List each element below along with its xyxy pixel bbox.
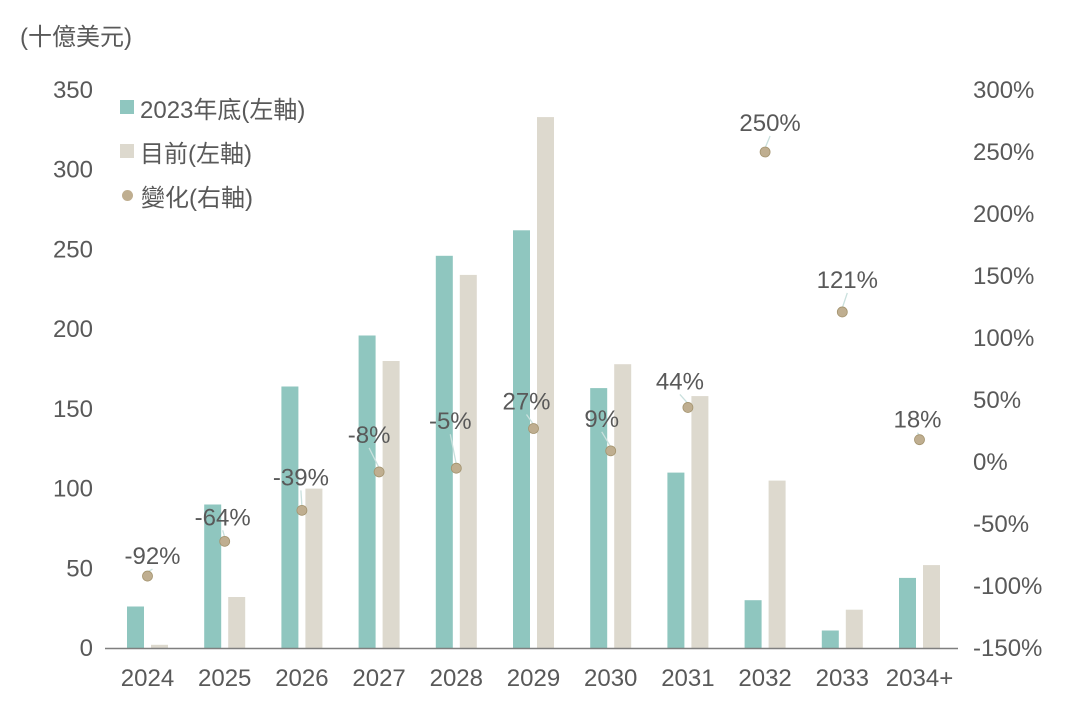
axis-unit-label: (十億美元): [20, 24, 132, 51]
right-axis-tick: 100%: [973, 325, 1034, 352]
change-dot-2031: [682, 402, 694, 413]
change-label-2027: -8%: [348, 422, 391, 449]
bar-current-2024: [151, 644, 168, 648]
right-axis-tick: 200%: [973, 201, 1034, 228]
legend-item-2023: 2023年底(左軸): [120, 92, 306, 124]
bar-current-2027: [382, 361, 400, 648]
x-axis-label: 2025: [198, 665, 251, 692]
left-axis-tick: 250: [53, 236, 93, 263]
change-dot-2024: [142, 570, 153, 582]
right-axis-tick: -100%: [973, 573, 1042, 600]
change-label-2025: -64%: [195, 504, 251, 531]
bar-current-2032: [768, 480, 786, 648]
left-axis-tick: 300: [53, 157, 93, 184]
x-axis-label: 2030: [584, 665, 637, 692]
bar-2023-2026: [281, 386, 299, 648]
bar-current-2026: [305, 488, 323, 648]
left-axis-tick: 350: [53, 77, 93, 104]
leader-line-2031: [679, 394, 689, 404]
x-axis-label: 2032: [738, 665, 791, 692]
bar-2023-2027: [358, 335, 376, 648]
bar-2023-2024: [127, 606, 144, 648]
leader-line-2033: [841, 292, 848, 309]
change-dot-2025: [219, 535, 231, 547]
legend-item-change: 變化(右軸): [120, 180, 305, 212]
leader-line-2032: [764, 135, 771, 149]
x-axis-label: 2027: [352, 665, 405, 692]
change-label-2032: 250%: [739, 110, 800, 137]
change-dot-2034+: [914, 434, 925, 446]
chart-legend: 2023年底(左軸) 目前(左軸) 變化(右軸): [120, 92, 305, 224]
left-axis-tick: 50: [66, 555, 93, 582]
bar-2023-2034+: [899, 577, 916, 648]
bar-current-2031: [691, 396, 709, 648]
legend-item-current: 目前(左軸): [120, 136, 305, 168]
change-dot-2029: [528, 423, 539, 434]
bar-2023-2030: [590, 388, 608, 648]
bar-current-2028: [459, 274, 477, 648]
x-axis-label: 2024: [121, 665, 174, 692]
change-label-2033: 121%: [817, 267, 878, 294]
leader-line-2028: [449, 434, 457, 465]
leader-line-2029: [525, 414, 535, 425]
right-axis-tick: 50%: [973, 387, 1021, 414]
bar-2023-2031: [667, 472, 685, 648]
bar-current-2034+: [923, 565, 940, 648]
x-axis-label: 2033: [816, 665, 869, 692]
x-axis-label: 2026: [275, 665, 328, 692]
bar-current-2025: [228, 597, 246, 648]
left-axis-tick: 200: [53, 316, 93, 343]
change-dot-2026: [296, 504, 308, 516]
bar-current-2033: [845, 609, 863, 648]
change-label-2026: -39%: [273, 464, 329, 491]
right-axis-tick: -150%: [973, 635, 1042, 662]
bar-2023-2033: [821, 630, 839, 648]
change-dot-2033: [836, 306, 848, 318]
x-axis-label: 2031: [661, 665, 714, 692]
change-label-2028: -5%: [429, 408, 472, 435]
right-axis-tick: 0%: [973, 449, 1008, 476]
bar-2023-2025: [204, 504, 222, 648]
x-axis-label: 2029: [507, 665, 560, 692]
change-label-2030: 9%: [584, 406, 619, 433]
bar-2023-2028: [435, 255, 453, 649]
change-dot-2028: [450, 462, 462, 474]
right-axis-tick: -50%: [973, 511, 1029, 538]
left-axis-tick: 100: [53, 476, 93, 503]
change-label-2024: -92%: [124, 543, 180, 570]
legend-swatch-change-icon: [122, 189, 133, 201]
leader-line-2030: [601, 431, 612, 448]
change-label-2034+: 18%: [893, 407, 941, 434]
bar-current-2030: [614, 364, 632, 648]
legend-label-current: 目前(左軸): [140, 140, 252, 168]
x-axis-label: 2034+: [886, 665, 953, 692]
leader-line-2027: [368, 447, 380, 469]
right-axis-tick: 150%: [973, 263, 1034, 290]
legend-label-change: 變化(右軸): [141, 184, 253, 212]
left-axis-tick: 150: [53, 396, 93, 423]
change-dot-2032: [759, 146, 771, 158]
legend-swatch-current-icon: [120, 144, 134, 158]
right-axis-tick: 300%: [973, 77, 1034, 104]
right-axis-tick: 250%: [973, 139, 1034, 166]
change-dot-2027: [373, 466, 385, 478]
bar-current-2029: [537, 117, 554, 649]
legend-label-2023: 2023年底(左軸): [140, 96, 306, 124]
change-label-2029: 27%: [502, 389, 550, 416]
bar-2023-2029: [513, 230, 530, 649]
leader-line-2026: [300, 490, 303, 507]
left-axis-tick: 0: [80, 635, 93, 662]
bar-2023-2032: [744, 600, 762, 648]
change-dot-2030: [605, 445, 617, 457]
legend-swatch-2023-icon: [120, 100, 134, 114]
x-axis-label: 2028: [430, 665, 483, 692]
change-label-2031: 44%: [656, 368, 704, 395]
